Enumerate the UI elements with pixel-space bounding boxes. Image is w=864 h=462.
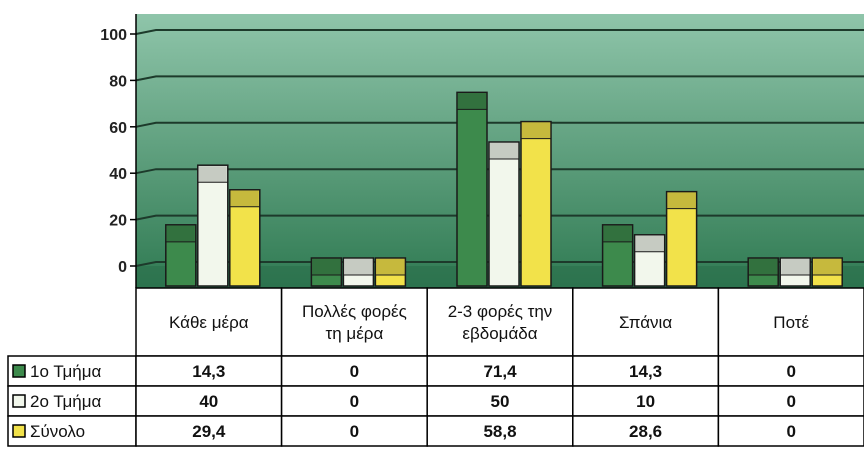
category-label: Κάθε μέρα	[169, 313, 249, 332]
bar-2ο-Τμήμα-0	[197, 164, 229, 287]
legend-label: 2ο Τμήμα	[30, 392, 102, 411]
data-label: 0	[350, 392, 359, 411]
data-label: 0	[786, 392, 795, 411]
data-label: 0	[786, 422, 795, 441]
bar-2ο-Τμήμα-2	[488, 141, 520, 287]
category-label: Ποτέ	[773, 313, 809, 332]
table-cell	[426, 385, 574, 417]
bar-top-face	[376, 259, 405, 275]
gridline	[135, 75, 864, 82]
category-label: Πολλές φορές	[302, 302, 407, 321]
data-label: 14,3	[629, 362, 662, 381]
bar-top-face	[344, 259, 373, 275]
gridline	[135, 214, 864, 221]
bar-1ο-Τμήμα-2	[456, 91, 488, 287]
legend-swatch	[12, 424, 26, 438]
data-label: 29,4	[192, 422, 226, 441]
legend-label: Σύνολο	[30, 422, 85, 441]
table-cell	[135, 415, 283, 447]
gridline	[135, 29, 864, 35]
bar-top-face	[166, 225, 195, 242]
category-label: εβδομάδα	[462, 324, 537, 343]
y-tick-label: 100	[100, 27, 127, 44]
bar-top-face	[490, 143, 518, 159]
legend-swatch	[12, 394, 26, 408]
category-label: τη μέρα	[326, 324, 384, 343]
bar-top-face	[198, 166, 227, 183]
table-cell	[280, 355, 428, 387]
data-label: 10	[636, 392, 655, 411]
gridline	[135, 168, 864, 175]
table-header-cell	[717, 287, 864, 357]
data-label: 40	[199, 392, 218, 411]
category-label: Σπάνια	[619, 313, 672, 332]
y-tick-label: 40	[109, 166, 127, 183]
bar-top-face	[312, 259, 341, 275]
gridline	[135, 121, 864, 128]
bar-top-face	[813, 259, 842, 275]
y-tick-label: 0	[118, 259, 127, 276]
bar-top-face	[230, 190, 259, 207]
bar-top-face	[781, 259, 810, 275]
bar-top-face	[603, 225, 632, 242]
table-cell	[717, 415, 864, 447]
bar-top-face	[458, 93, 486, 110]
y-tick-label: 80	[109, 73, 127, 90]
y-tick-label: 20	[109, 213, 127, 230]
y-tick-label: 60	[109, 120, 127, 137]
legend-cell	[7, 355, 137, 387]
table-header-cell	[572, 287, 720, 357]
table-cell	[717, 385, 864, 417]
data-label: 0	[350, 422, 359, 441]
data-label: 71,4	[483, 362, 517, 381]
bar-top-face	[749, 259, 778, 275]
bar-Σύνολο-2	[520, 120, 552, 287]
data-label: 28,6	[629, 422, 662, 441]
bar-top-face	[667, 192, 696, 209]
table-cell	[572, 385, 720, 417]
legend-cell	[7, 385, 137, 417]
legend-label: 1ο Τμήμα	[30, 362, 102, 381]
bar-top-face	[635, 235, 664, 252]
table-header-cell	[426, 287, 574, 357]
data-label: 0	[786, 362, 795, 381]
table-header-cell	[280, 287, 428, 357]
table-cell	[135, 385, 283, 417]
bar-top-face	[522, 122, 550, 139]
data-label: 14,3	[192, 362, 225, 381]
data-label: 0	[350, 362, 359, 381]
legend-swatch	[12, 364, 26, 378]
category-label: 2-3 φορές την	[448, 302, 553, 321]
table-cell	[572, 355, 720, 387]
table-cell	[135, 355, 283, 387]
data-label: 58,8	[483, 422, 516, 441]
table-header-cell	[135, 287, 283, 357]
data-label: 50	[491, 392, 510, 411]
